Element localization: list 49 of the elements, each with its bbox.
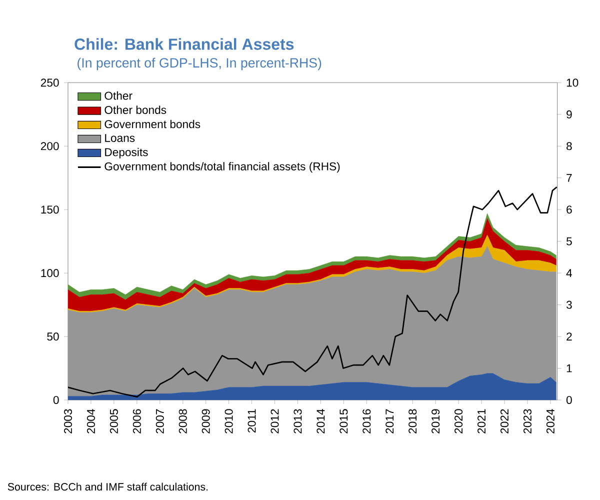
y-tick-label: 200 bbox=[40, 142, 59, 150]
x-tick-label: 2014 bbox=[316, 409, 325, 434]
x-tick-label: 2004 bbox=[86, 409, 95, 434]
legend-label: Government bonds/total financial assets (RHS) bbox=[104, 162, 340, 173]
y-tick-label: 100 bbox=[41, 269, 59, 278]
x-tick-label: 2020 bbox=[454, 409, 463, 434]
x-tick-label: 2012 bbox=[270, 409, 279, 434]
x-tick-label: 2016 bbox=[362, 409, 371, 434]
y2-tick-label: 0 bbox=[566, 396, 572, 404]
y2-tick-label: 10 bbox=[566, 78, 578, 87]
x-tick-label: 2021 bbox=[478, 409, 486, 434]
y-tick-label: 0 bbox=[53, 396, 59, 404]
y2-tick-label: 4 bbox=[566, 269, 572, 277]
x-tick-label: 2023 bbox=[523, 409, 532, 434]
x-tick-label: 2015 bbox=[340, 409, 348, 434]
y-tick-label: 150 bbox=[41, 206, 59, 214]
x-tick-label: 2022 bbox=[500, 409, 509, 434]
y2-tick-label: 2 bbox=[566, 332, 572, 340]
y2-tick-label: 3 bbox=[566, 300, 572, 309]
y2-tick-label: 1 bbox=[566, 364, 572, 372]
x-tick-label: 2008 bbox=[178, 409, 187, 434]
chart-subtitle: (In percent of GDP-LHS, In percent-RHS) bbox=[78, 58, 322, 70]
y2-tick-label: 9 bbox=[566, 110, 572, 118]
y2-tick-label: 8 bbox=[566, 142, 572, 150]
y2-tick-label: 6 bbox=[566, 206, 572, 214]
x-tick-label: 2019 bbox=[432, 409, 440, 434]
x-tick-label: 2018 bbox=[408, 409, 417, 434]
y2-tick-label: 7 bbox=[566, 174, 572, 182]
chart-title: Chile: Bank Financial Assets bbox=[74, 38, 294, 50]
x-tick-label: 2024 bbox=[546, 409, 554, 434]
legend-label: Loans bbox=[105, 134, 135, 142]
x-tick-label: 2006 bbox=[132, 409, 141, 434]
legend-label: Other bonds bbox=[104, 106, 166, 114]
x-tick-label: 2007 bbox=[156, 409, 164, 434]
y2-tick-label: 5 bbox=[566, 237, 572, 246]
x-tick-label: 2003 bbox=[64, 409, 72, 434]
source-note: Sources: BCCh and IMF staff calculations. bbox=[8, 482, 208, 491]
x-tick-label: 2009 bbox=[202, 409, 210, 434]
x-tick-label: 2017 bbox=[386, 409, 394, 434]
legend-label: Government bonds bbox=[104, 120, 200, 128]
x-tick-label: 2005 bbox=[110, 409, 118, 434]
x-tick-label: 2010 bbox=[224, 409, 233, 434]
x-tick-label: 2011 bbox=[248, 409, 256, 433]
legend-label: Other bbox=[104, 91, 132, 100]
y-tick-label: 250 bbox=[40, 78, 59, 87]
line-series bbox=[68, 186, 558, 398]
legend-label: Deposits bbox=[105, 148, 148, 158]
x-tick-label: 2013 bbox=[294, 409, 302, 434]
y-tick-label: 50 bbox=[47, 332, 59, 341]
